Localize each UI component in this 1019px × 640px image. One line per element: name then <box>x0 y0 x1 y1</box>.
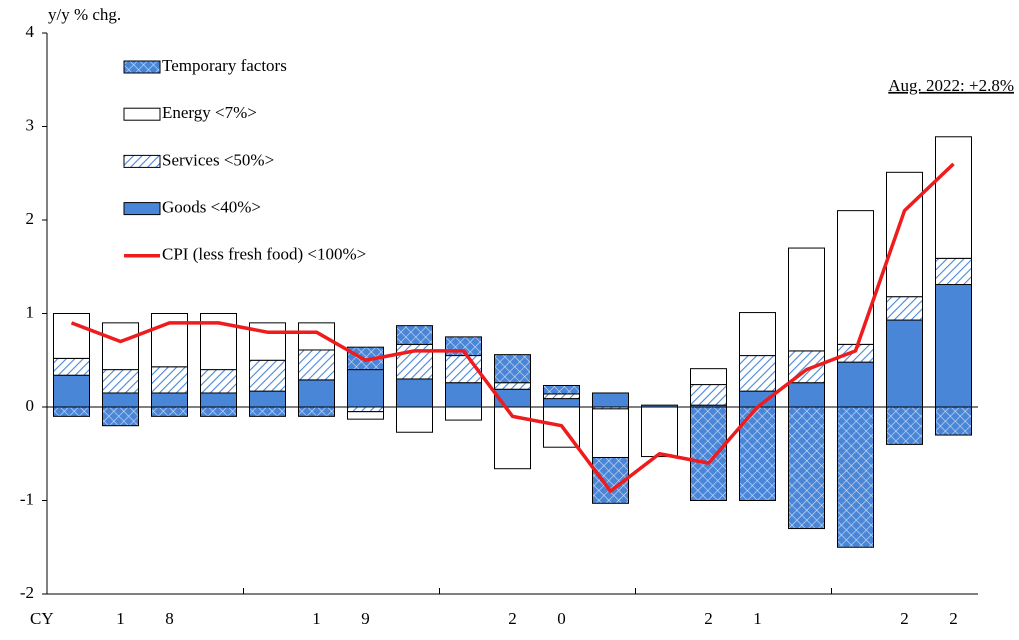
bar-segment <box>200 392 237 408</box>
bar-segment <box>592 408 629 458</box>
x-tick-label: 2 <box>949 609 958 628</box>
x-prefix: CY <box>30 609 54 628</box>
legend-swatch <box>123 202 161 216</box>
y-tick-label: 4 <box>26 22 35 41</box>
bar-segment <box>53 374 90 408</box>
x-tick-label: 2 <box>508 609 517 628</box>
bar-segment <box>641 406 678 458</box>
legend-label: Energy <7%> <box>162 103 257 122</box>
bar-segment <box>445 406 482 421</box>
bar-segment <box>53 357 90 376</box>
bar-segment <box>249 390 286 408</box>
bar-segment <box>837 406 874 548</box>
bar-segment <box>347 406 384 413</box>
bar-segment <box>102 369 139 394</box>
bar-segment <box>53 406 90 417</box>
bar-segment <box>151 406 188 417</box>
bar-segment <box>102 392 139 408</box>
y-tick-label: 0 <box>26 396 35 415</box>
bar-segment <box>837 210 874 345</box>
bar-segment <box>788 406 825 530</box>
bar-segment <box>298 406 335 417</box>
bar-segment <box>935 136 972 259</box>
bar-segment <box>151 392 188 408</box>
bar-segment <box>788 382 825 408</box>
bar-segment <box>592 392 629 408</box>
bar-segment <box>837 361 874 408</box>
bar-segment <box>298 322 335 351</box>
bar-segment <box>249 359 286 392</box>
bar-segment <box>690 384 727 406</box>
legend-label: Goods <40%> <box>162 198 261 217</box>
bar-segment <box>396 406 433 433</box>
bar-segment <box>396 378 433 408</box>
bar-segment <box>53 313 90 359</box>
y-tick-label: 2 <box>26 209 35 228</box>
bar-segment <box>543 398 580 408</box>
legend-label: CPI (less fresh food) <100%> <box>162 245 366 264</box>
bar-segment <box>494 354 531 384</box>
cpi-line <box>70 162 955 493</box>
bar-segment <box>445 382 482 408</box>
bar-segment <box>543 393 580 400</box>
x-tick-label: 2 <box>900 609 909 628</box>
bar-segment <box>886 406 923 445</box>
bar-segment <box>200 369 237 394</box>
bar-segment <box>690 406 727 501</box>
legend-label: Services <50%> <box>162 150 274 169</box>
bar-segment <box>690 368 727 386</box>
y-tick-label: -1 <box>20 489 34 508</box>
legend-swatch <box>123 60 161 74</box>
bar-segment <box>102 322 139 371</box>
bar-segment <box>347 369 384 408</box>
bar-segment <box>151 366 188 394</box>
bar-segment <box>298 379 335 408</box>
bar-segment <box>494 382 531 390</box>
bar-segment <box>347 411 384 420</box>
bar-segment <box>935 257 972 286</box>
bar-segment <box>788 247 825 352</box>
x-tick-label: 0 <box>557 609 566 628</box>
x-tick-label: 8 <box>165 609 174 628</box>
bar-segment <box>886 296 923 321</box>
legend-label: Temporary factors <box>162 56 287 75</box>
y-tick-label: -2 <box>20 583 34 602</box>
x-tick-label: 2 <box>704 609 713 628</box>
bar-segment <box>298 349 335 381</box>
y-axis-label: y/y % chg. <box>48 5 121 24</box>
bar-segment <box>543 384 580 395</box>
bar-segment <box>249 406 286 417</box>
bar-segment <box>739 355 776 392</box>
x-tick-label: 1 <box>753 609 762 628</box>
x-tick-label: 1 <box>312 609 321 628</box>
annotation: Aug. 2022: +2.8% <box>888 76 1014 95</box>
bar-segment <box>200 406 237 417</box>
x-tick-label: 9 <box>361 609 370 628</box>
bar-segment <box>396 325 433 345</box>
bar-segment <box>886 319 923 408</box>
legend-swatch <box>123 107 161 121</box>
bar-segment <box>886 171 923 298</box>
legend-swatch <box>123 154 161 168</box>
bar-segment <box>102 406 139 427</box>
x-tick-label: 1 <box>116 609 125 628</box>
year-separators <box>243 588 832 594</box>
bar-segment <box>935 284 972 408</box>
y-tick-label: 3 <box>26 115 35 134</box>
bar-segment <box>739 312 776 357</box>
bar-segment <box>935 406 972 436</box>
y-tick-label: 1 <box>26 302 35 321</box>
